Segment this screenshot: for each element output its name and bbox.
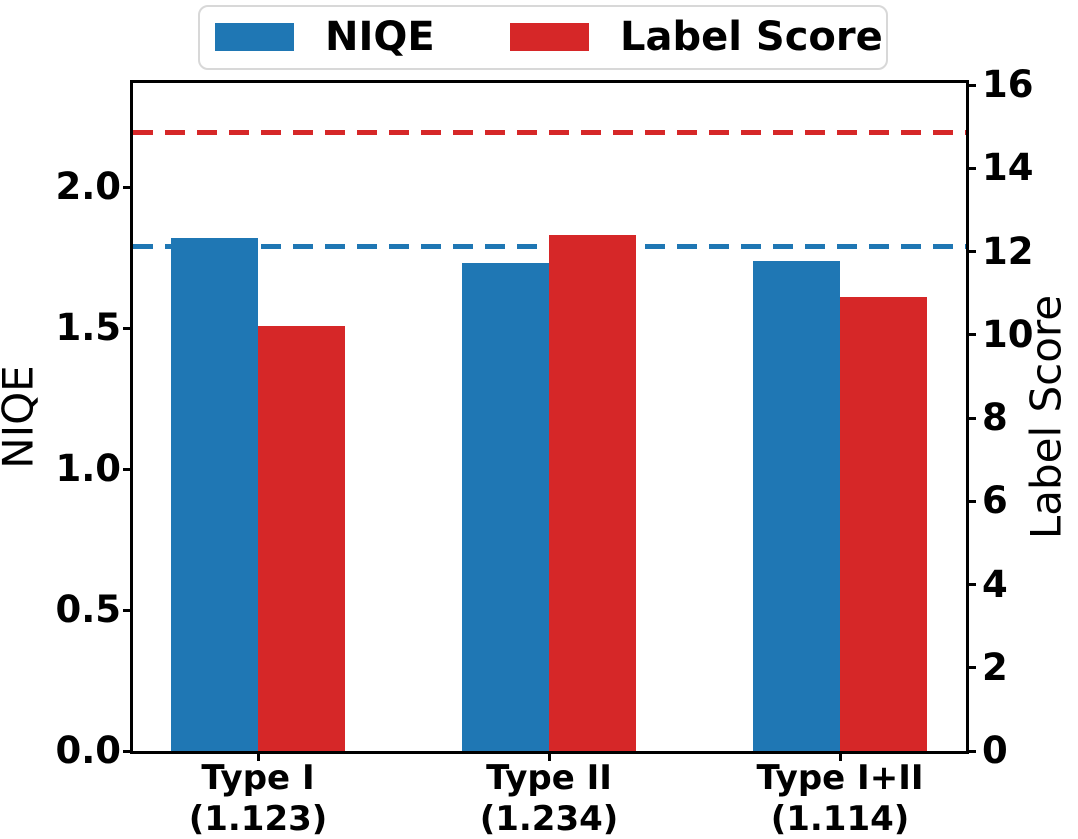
niqe-legend-label: NIQE [325, 14, 435, 60]
right-axis-tick [966, 166, 976, 170]
left-axis-title: NIQE [0, 365, 43, 469]
x-axis-tick [838, 751, 842, 761]
label-score-legend-swatch [510, 23, 589, 51]
left-axis-tick [123, 749, 133, 753]
left-axis-tick-label: 0.5 [55, 588, 121, 632]
niqe-bar-2 [462, 263, 549, 751]
x-axis-category-sublabel: (1.234) [479, 799, 619, 839]
right-axis-tick-label: 0 [982, 729, 1008, 772]
right-axis-title: Label Score [1021, 294, 1071, 540]
right-axis-tick [966, 250, 976, 254]
label-score-bar-1 [258, 326, 345, 751]
left-axis-tick-label: 2.0 [55, 165, 121, 209]
right-axis-tick-label: 16 [982, 63, 1034, 107]
right-axis-tick-label: 10 [982, 312, 1034, 356]
legend: NIQE Label Score [198, 5, 888, 70]
left-axis-tick-label: 1.0 [55, 447, 121, 491]
label-score-reference-line [133, 130, 966, 136]
left-axis-tick-label: 0.0 [55, 729, 121, 772]
right-axis-tick [966, 749, 976, 753]
right-axis-tick-label: 12 [982, 229, 1034, 273]
right-axis-tick [966, 583, 976, 587]
x-axis-category-label: Type I+II (1.114) [700, 758, 980, 839]
right-axis-tick-label: 8 [982, 396, 1008, 440]
niqe-legend-swatch [215, 23, 294, 51]
right-axis-tick-label: 14 [982, 146, 1034, 190]
right-axis-tick [966, 499, 976, 503]
niqe-bar-1 [171, 238, 258, 751]
right-axis-tick-label: 4 [982, 562, 1008, 606]
x-axis-category-label: Type I (1.123) [118, 758, 398, 839]
x-axis-category-sublabel: (1.123) [188, 799, 328, 839]
right-axis-tick [966, 666, 976, 670]
x-axis-category-sublabel: (1.114) [770, 799, 910, 839]
label-score-bar-3 [840, 297, 927, 751]
label-score-bar-2 [549, 234, 636, 751]
x-axis-tick [547, 751, 551, 761]
left-axis-tick [123, 467, 133, 471]
niqe-bar-3 [753, 260, 840, 751]
x-axis-tick [256, 751, 260, 761]
x-axis-category-label: Type II (1.234) [409, 758, 689, 839]
left-axis-tick [123, 185, 133, 189]
right-axis-tick [966, 83, 976, 87]
left-axis-tick [123, 608, 133, 612]
left-axis-tick [123, 326, 133, 330]
right-axis-tick [966, 333, 976, 337]
label-score-legend-label: Label Score [620, 14, 883, 60]
right-axis-tick-label: 6 [982, 479, 1008, 523]
right-axis-tick [966, 416, 976, 420]
left-axis-tick-label: 1.5 [55, 306, 121, 350]
right-axis-tick-label: 2 [982, 645, 1008, 689]
